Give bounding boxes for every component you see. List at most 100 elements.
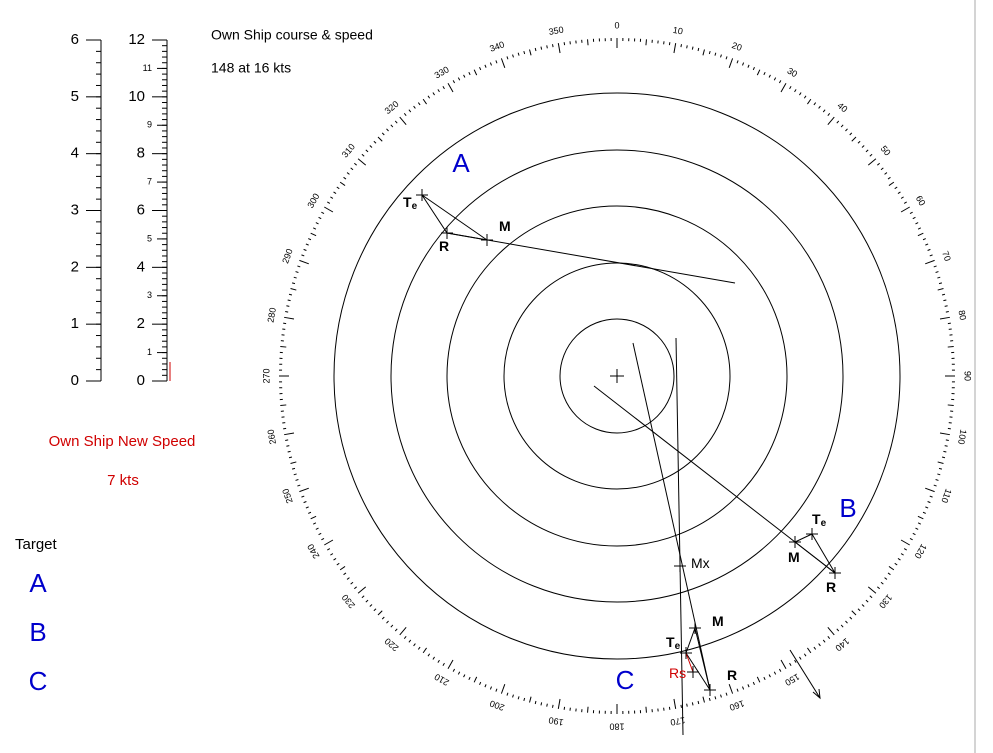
bearing-tick [813,646,817,650]
bearing-tick [422,98,427,105]
new-speed-value: 7 kts [107,472,139,489]
bearing-tick [845,128,848,132]
scale-label: 10 [128,88,145,105]
bearing-tick [346,577,350,580]
bearing-tick [327,201,331,204]
bearing-tick [645,39,647,46]
bearing-major-tick [324,206,334,213]
bearing-tick [742,686,745,690]
bearing-tick [714,696,717,700]
bearing-tick [381,616,385,620]
bearing-tick [473,69,478,76]
bearing-major-tick [557,698,561,709]
bearing-tick [312,522,317,525]
bearing-major-tick [500,58,506,68]
point-label: M [712,613,724,629]
bearing-tick [686,45,688,49]
bearing-label: 300 [305,192,321,210]
scale-label: 3 [71,201,79,218]
bearing-tick [346,172,350,175]
bearing-label: 150 [783,672,801,688]
bearing-tick [386,620,389,624]
bearing-major-tick [447,659,454,669]
bearing-tick [312,227,317,230]
bearing-tick [305,506,309,509]
bearing-tick [887,176,891,180]
bearing-major-tick [867,158,877,166]
target-item[interactable]: C [29,666,48,696]
bearing-major-tick [939,432,950,436]
bearing-tick [708,697,711,702]
bearing-tick [437,659,440,663]
bearing-tick [927,248,931,251]
point-label-main: R [439,238,449,254]
bearing-label: 280 [265,307,277,324]
bearing-tick [917,522,922,525]
bearing-tick [377,610,383,616]
bearing-tick [552,44,554,48]
bearing-major-tick [900,206,910,213]
bearing-tick [840,124,844,128]
bearing-tick [938,467,943,470]
bearing-tick [925,243,929,246]
bearing-tick [803,95,807,99]
bearing-tick [495,60,498,64]
bearing-tick [437,89,440,93]
bearing-tick [803,653,807,657]
bearing-tick [288,456,293,459]
bearing-major-tick [500,684,506,694]
bearing-tick [836,628,840,632]
bearing-tick [422,647,427,654]
bearing-tick [468,71,471,76]
point-label-main: M [712,613,724,629]
new-speed-title: Own Ship New Speed [49,433,196,450]
bearing-tick [857,140,861,144]
bearing-label: 230 [340,592,357,610]
bearing-tick [789,86,792,90]
bearing-tick [310,232,317,237]
bearing-tick [897,191,901,194]
target-item[interactable]: A [29,568,47,598]
bearing-tick [714,52,717,56]
bearing-tick [315,222,319,225]
bearing-tick [773,77,777,81]
bearing-tick [529,49,532,56]
bearing-tick [484,684,487,688]
bearing-tick [725,692,728,696]
bearing-tick [937,276,941,279]
arrow-head [812,688,821,700]
bearing-tick [708,50,711,55]
bearing-major-tick [939,316,950,320]
bearing-tick [432,656,435,660]
bearing-major-tick [827,116,835,126]
bearing-tick [373,608,377,612]
scale-label-small: 1 [147,347,152,357]
bearing-tick [427,653,431,657]
bearing-tick [933,484,937,487]
target-item[interactable]: B [29,617,46,647]
bearing-tick [849,132,853,136]
scale-label-small: 7 [147,176,152,186]
scale-label: 2 [137,315,145,332]
bearing-tick [343,572,347,576]
bearing-tick [417,646,421,650]
bearing-label: 200 [488,698,506,713]
bearing-tick [463,674,466,678]
bearing-tick [884,577,888,580]
bearing-tick [845,620,848,624]
bearing-label: 70 [940,250,953,263]
bearing-label: 0 [614,20,619,30]
range-ring [390,149,844,603]
bearing-tick [917,227,922,230]
bearing-major-tick [780,83,787,93]
bearing-major-tick [728,58,734,68]
point-label-sub: e [675,641,681,652]
bearing-tick [408,639,412,643]
bearing-major-tick [673,698,677,709]
bearing-major-tick [827,626,835,636]
point-label: R [727,667,737,683]
bearing-tick [822,109,826,113]
bearing-tick [293,473,297,476]
bearing-tick [517,52,520,56]
